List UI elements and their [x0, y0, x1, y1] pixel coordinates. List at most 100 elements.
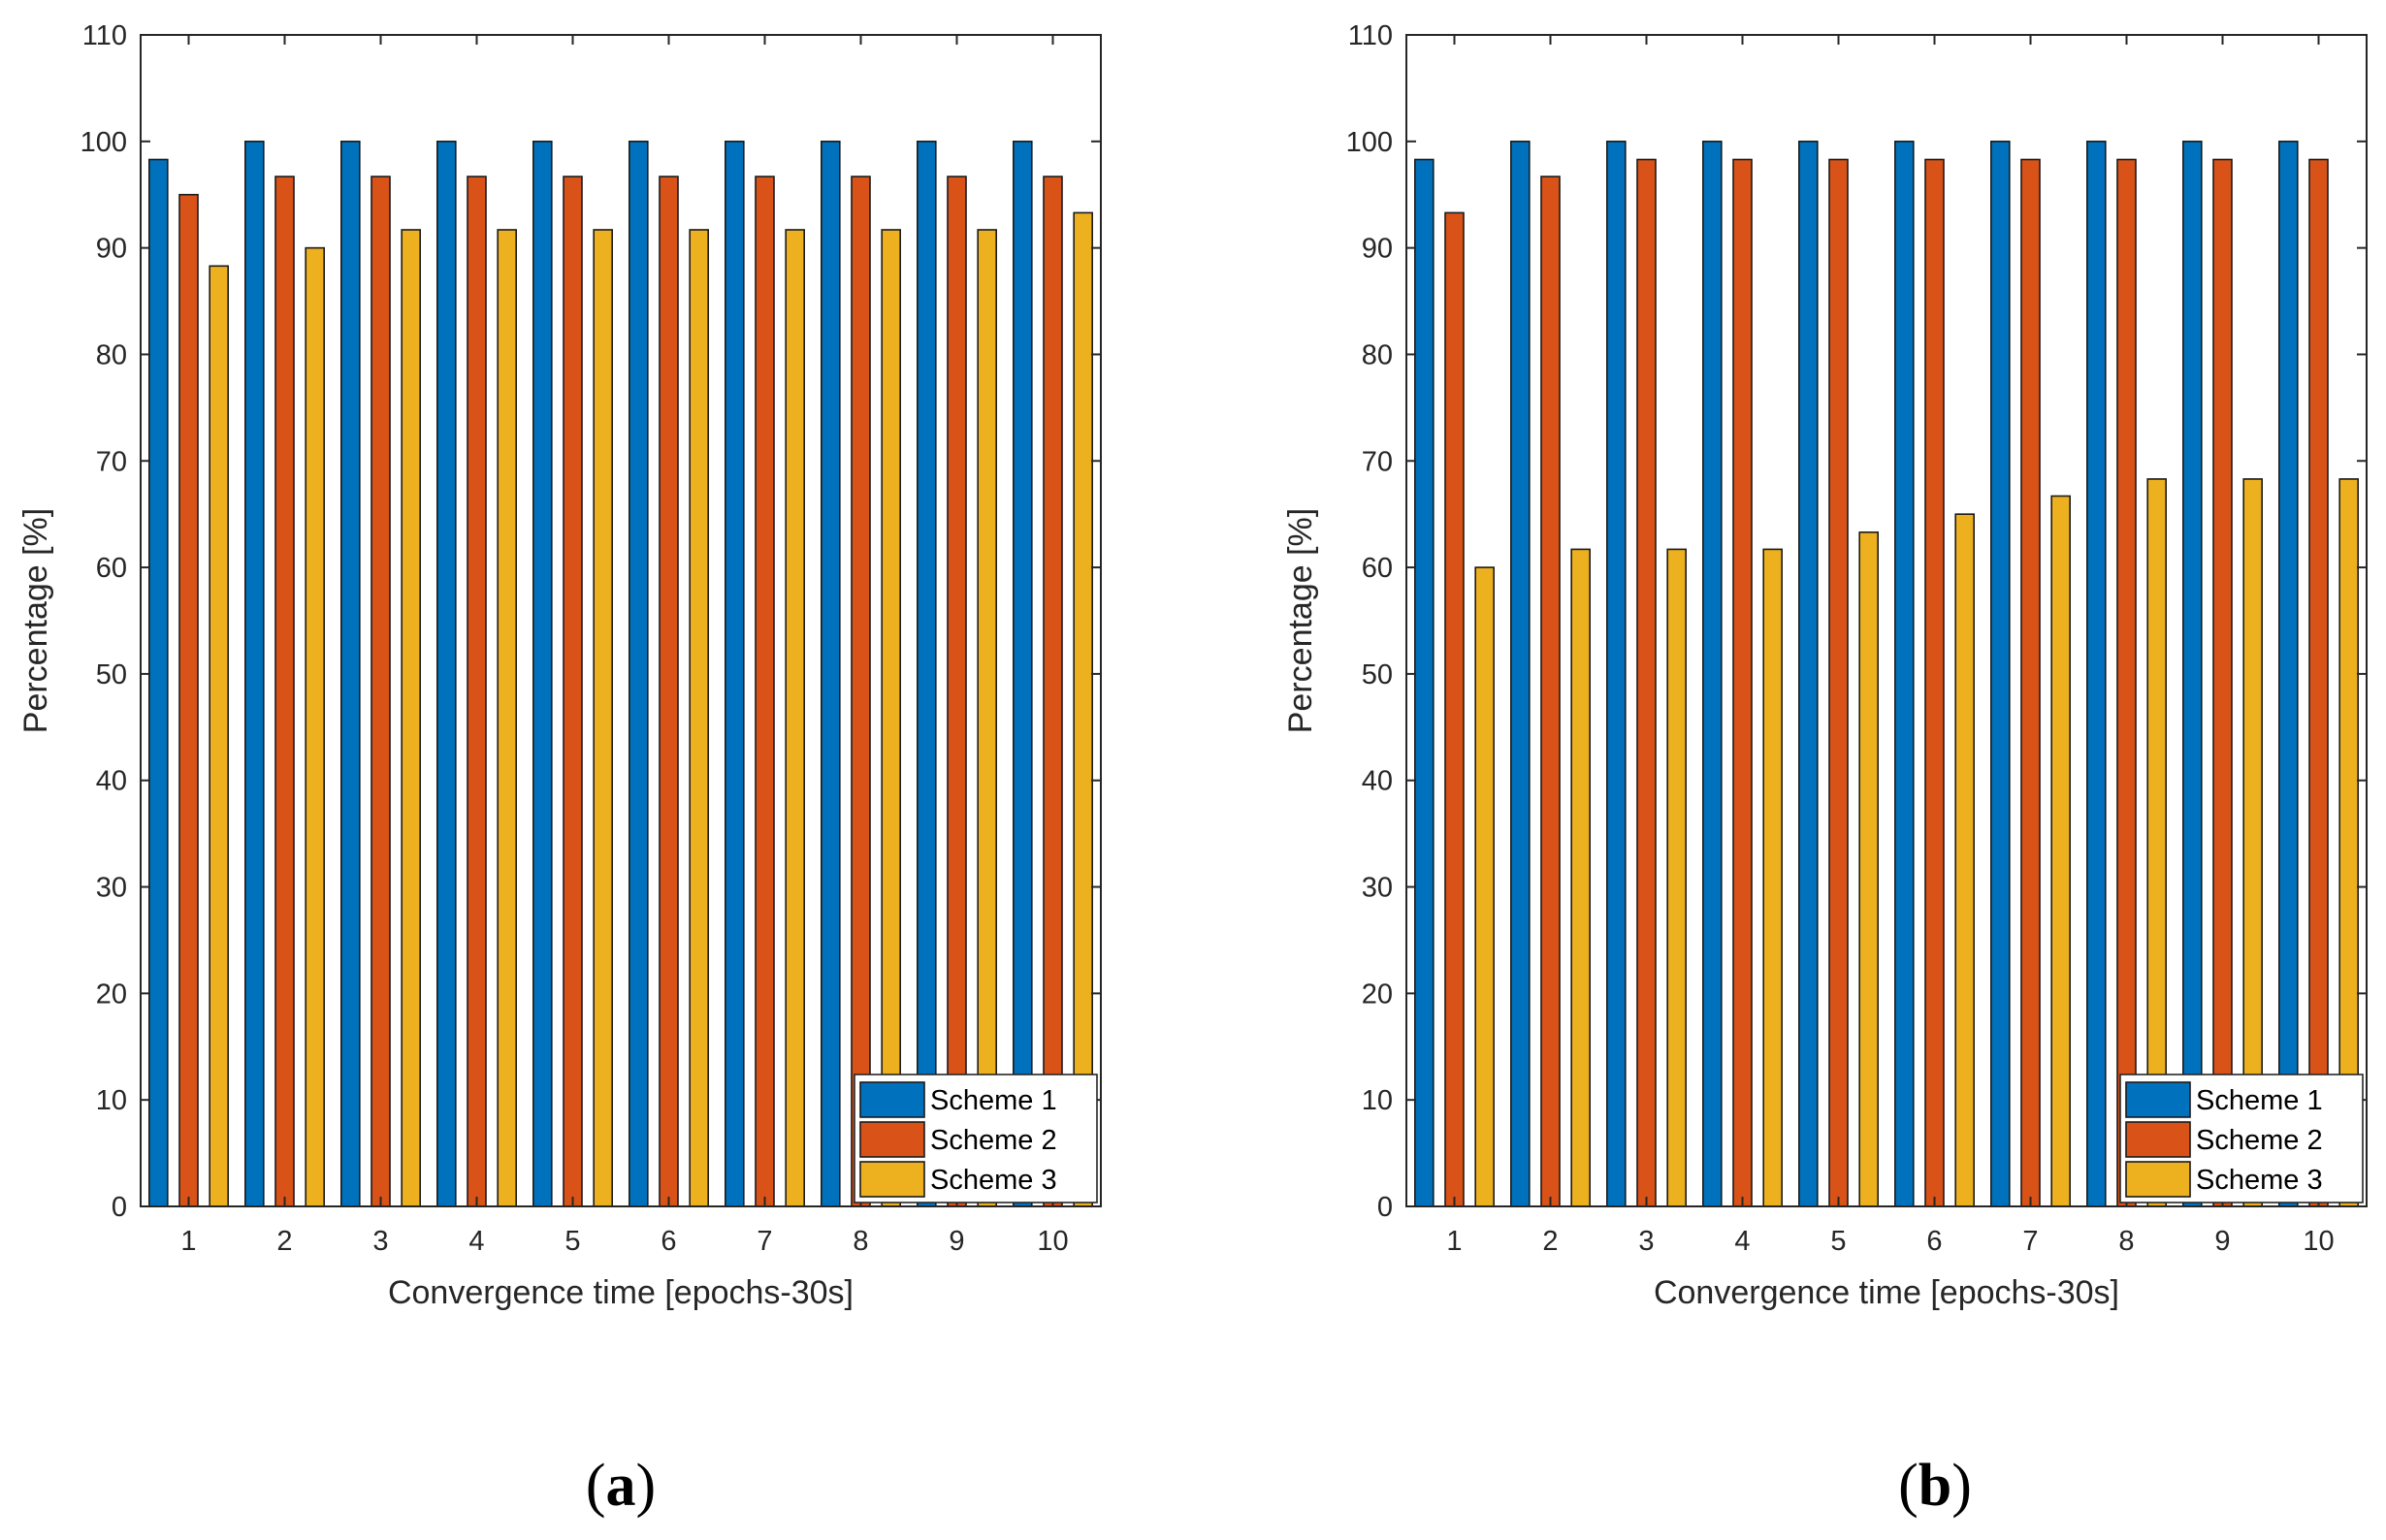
bar-series2-cat4 — [1732, 158, 1753, 1207]
bar-series1-cat6 — [1894, 141, 1915, 1207]
y-tick-label: 30 — [1362, 873, 1393, 904]
bar-series2-cat7 — [755, 176, 775, 1207]
legend: Scheme 1 Scheme 2 Scheme 3 — [854, 1074, 1098, 1203]
bar-series2-cat8 — [851, 176, 871, 1207]
x-tick-label: 7 — [2022, 1226, 2038, 1257]
y-tick-label: 10 — [1362, 1085, 1393, 1116]
y-tick-label: 0 — [1377, 1192, 1393, 1223]
bar-series1-cat2 — [244, 141, 265, 1207]
x-tick-label: 7 — [757, 1226, 772, 1257]
bar-series3-cat6 — [689, 229, 709, 1207]
panel-letter: b — [1918, 1453, 1951, 1519]
x-tick-label: 6 — [661, 1226, 676, 1257]
legend-entry-series3: Scheme 3 — [2196, 1165, 2323, 1196]
bar-series3-cat2 — [305, 246, 325, 1207]
legend-swatch-series2 — [2125, 1121, 2191, 1158]
chart-panel-b: 0 10 20 30 40 50 60 70 80 90 100 110 1 2 3 4 5 6 7 8 9 10 Conv… — [1282, 20, 2368, 1519]
x-tick-label: 8 — [2118, 1226, 2134, 1257]
bar-series1-cat5 — [1798, 141, 1819, 1207]
y-tick-label: 100 — [1346, 127, 1393, 158]
bar-series1-cat8 — [2086, 141, 2107, 1207]
bar-series1-cat7 — [1990, 141, 2011, 1207]
bar-series2-cat1 — [1444, 211, 1465, 1207]
bar-series3-cat4 — [497, 229, 517, 1207]
x-tick-label: 5 — [1830, 1226, 1846, 1257]
panel-label: (a) — [586, 1453, 656, 1519]
legend-swatch-series1 — [859, 1081, 925, 1118]
bar-series1-cat9 — [2182, 141, 2203, 1207]
plot-area — [141, 35, 1101, 1206]
legend-entry-series1: Scheme 1 — [2196, 1085, 2323, 1116]
x-tick-label: 1 — [180, 1226, 196, 1257]
x-tick-label: 10 — [1037, 1226, 1068, 1257]
axes-box — [140, 34, 1102, 1207]
bar-series2-cat2 — [1540, 176, 1561, 1207]
bar-series3-cat1 — [1474, 566, 1495, 1207]
legend-entry-series1: Scheme 1 — [930, 1085, 1057, 1116]
y-tick-label: 40 — [1362, 766, 1393, 797]
panel-letter: a — [606, 1453, 636, 1519]
bar-series2-cat5 — [1828, 158, 1849, 1207]
x-tick-label: 9 — [949, 1226, 964, 1257]
y-tick-label: 60 — [1362, 553, 1393, 584]
y-tick-label: 10 — [96, 1085, 127, 1116]
x-tick-label: 6 — [1926, 1226, 1942, 1257]
x-axis-label: Convergence time [epochs-30s] — [1654, 1274, 2119, 1311]
y-tick-label: 30 — [96, 873, 127, 904]
x-tick-label: 9 — [2214, 1226, 2230, 1257]
y-tick-label: 20 — [1362, 979, 1393, 1010]
y-tick-label: 90 — [96, 234, 127, 265]
x-tick-label: 5 — [564, 1226, 580, 1257]
x-tick-label: 4 — [468, 1226, 484, 1257]
bar-series1-cat9 — [917, 141, 937, 1207]
bar-series2-cat5 — [563, 176, 583, 1207]
bar-series1-cat2 — [1510, 141, 1531, 1207]
x-tick-label: 2 — [1542, 1226, 1558, 1257]
bar-series1-cat6 — [629, 141, 649, 1207]
chart-panel-a: 0 10 20 30 40 50 60 70 80 90 100 110 1 2 3 4 5 6 7 8 9 10 Conv… — [17, 20, 1102, 1519]
y-tick-label: 80 — [1362, 339, 1393, 370]
bar-series1-cat3 — [1606, 141, 1627, 1207]
y-tick-label: 70 — [1362, 446, 1393, 477]
bar-series3-cat8 — [881, 229, 901, 1207]
bar-series3-cat6 — [1954, 513, 1975, 1207]
y-tick-label: 90 — [1362, 234, 1393, 265]
bar-series2-cat10 — [1043, 176, 1063, 1207]
bar-series1-cat3 — [340, 141, 361, 1207]
y-tick-label: 20 — [96, 979, 127, 1010]
bar-series3-cat2 — [1570, 548, 1591, 1207]
bar-series3-cat5 — [1858, 531, 1879, 1207]
bar-series1-cat7 — [725, 141, 745, 1207]
x-tick-label: 1 — [1446, 1226, 1462, 1257]
x-tick-label: 4 — [1734, 1226, 1750, 1257]
bar-series1-cat4 — [1702, 141, 1723, 1207]
bar-series2-cat7 — [2020, 158, 2041, 1207]
y-tick-label: 60 — [96, 553, 127, 584]
legend-entry-series3: Scheme 3 — [930, 1165, 1057, 1196]
bar-series1-cat1 — [1414, 158, 1435, 1207]
y-tick-label: 110 — [82, 20, 127, 51]
bar-series1-cat10 — [2278, 141, 2299, 1207]
bar-series2-cat3 — [371, 176, 391, 1207]
x-tick-label: 3 — [1638, 1226, 1654, 1257]
legend-swatch-series1 — [2125, 1081, 2191, 1118]
bar-series2-cat9 — [947, 176, 967, 1207]
y-tick-label: 40 — [96, 766, 127, 797]
axes-box — [1405, 34, 2368, 1207]
x-tick-label: 3 — [372, 1226, 388, 1257]
bar-series3-cat3 — [401, 229, 421, 1207]
bar-series2-cat6 — [1924, 158, 1945, 1207]
legend-entry-series2: Scheme 2 — [930, 1125, 1057, 1156]
y-tick-label: 70 — [96, 446, 127, 477]
bar-series3-cat5 — [593, 229, 613, 1207]
bar-series3-cat1 — [209, 265, 229, 1207]
panel-label: (b) — [1898, 1453, 1972, 1519]
bar-series3-cat7 — [785, 229, 805, 1207]
bar-series1-cat1 — [148, 158, 169, 1207]
bar-series2-cat1 — [178, 193, 199, 1207]
bar-series2-cat10 — [2308, 158, 2329, 1207]
bar-series3-cat3 — [1666, 548, 1687, 1207]
bar-series3-cat4 — [1762, 548, 1783, 1207]
y-axis-label: Percentage [%] — [17, 508, 54, 733]
